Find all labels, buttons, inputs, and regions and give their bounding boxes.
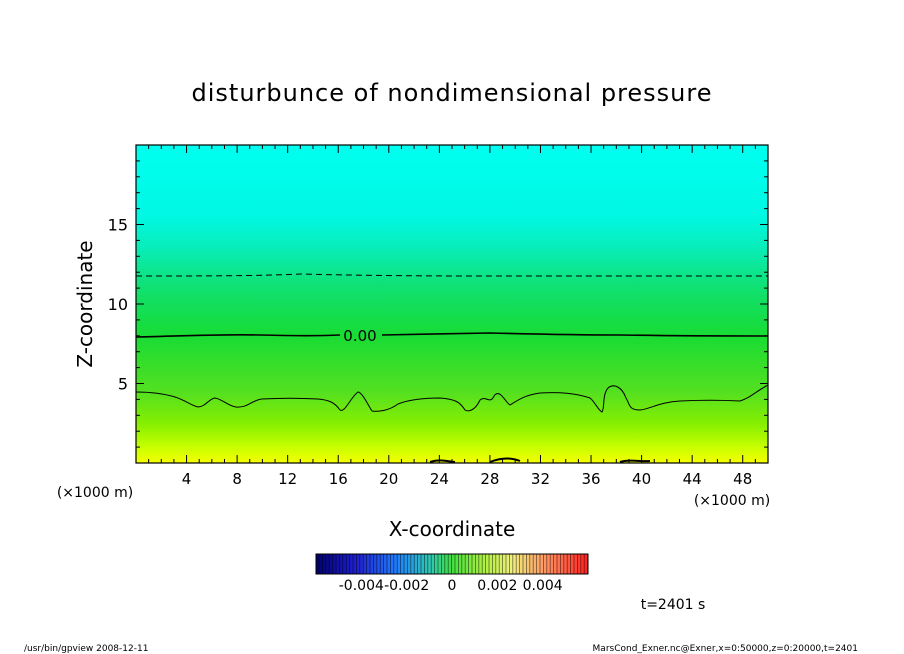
y-tick-label: 10	[108, 295, 128, 314]
contour-label-zero: 0.00	[343, 327, 376, 345]
x-tick-label: 28	[480, 470, 499, 488]
colorbar-tick-label: 0	[448, 578, 457, 594]
y-axis-ticks: 5 10 15	[108, 160, 768, 448]
y-unit-label: (×1000 m)	[57, 485, 133, 501]
x-tick-label: 16	[329, 470, 348, 488]
x-tick-label: 44	[683, 470, 702, 488]
x-tick-label: 8	[232, 470, 242, 488]
footer-right: MarsCond_Exner.nc@Exner,x=0:50000,z=0:20…	[593, 644, 858, 654]
contour-lines	[136, 273, 768, 463]
field-heatmap	[136, 145, 768, 463]
colorbar-tick-label: -0.002	[384, 578, 429, 594]
x-unit-label: (×1000 m)	[694, 493, 770, 509]
y-tick-label: 15	[108, 216, 128, 235]
x-tick-label: 20	[379, 470, 398, 488]
contour-bottom-line	[429, 457, 651, 463]
x-tick-label: 24	[430, 470, 449, 488]
x-tick-label: 4	[182, 470, 192, 488]
footer-left: /usr/bin/gpview 2008-12-11	[24, 644, 148, 654]
x-tick-label: 40	[632, 470, 651, 488]
colorbar-frame	[315, 553, 589, 575]
y-tick-label: 5	[118, 375, 128, 394]
colorbar-tick-label: -0.004	[339, 578, 384, 594]
x-tick-label: 12	[278, 470, 297, 488]
x-tick-label: 32	[531, 470, 550, 488]
colorbar-tick-label: 0.002	[477, 578, 517, 594]
contour-zero-line	[136, 332, 768, 338]
contour-dashed-line	[136, 273, 768, 277]
x-tick-label: 36	[581, 470, 600, 488]
chart-title: disturbunce of nondimensional pressure	[192, 79, 713, 107]
colorbar-tick-label: 0.004	[523, 578, 563, 594]
colorbar-tick-labels: -0.004 -0.002 0 0.002 0.004	[339, 578, 563, 594]
x-tick-label: 48	[733, 470, 752, 488]
x-axis-title: X-coordinate	[389, 517, 516, 541]
time-label: t=2401 s	[641, 597, 706, 613]
x-axis-ticks: 4 8 12 16 20 24 28 32 36 40 44 48	[148, 145, 756, 488]
y-axis-title: Z-coordinate	[73, 240, 97, 367]
contour-low-line	[136, 384, 768, 413]
